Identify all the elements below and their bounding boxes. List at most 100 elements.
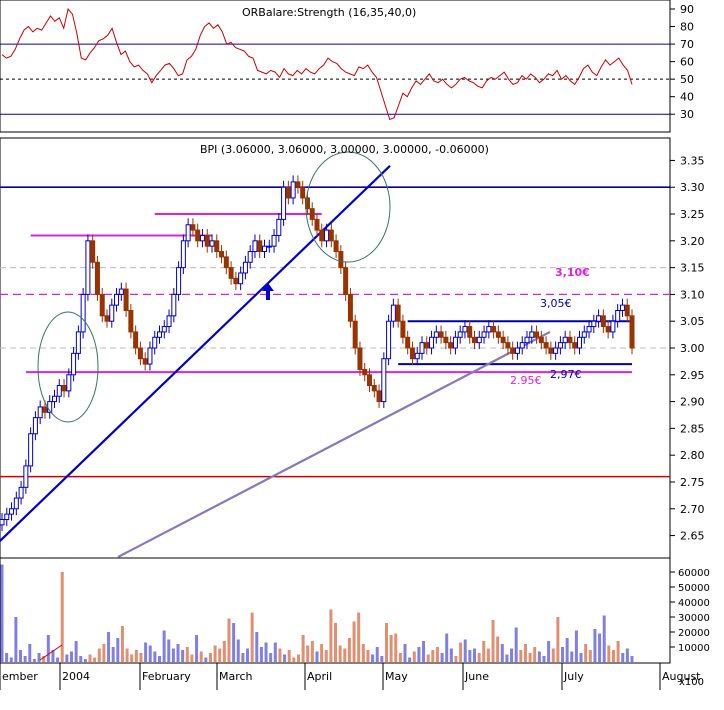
candle xyxy=(281,186,287,220)
month-label: March xyxy=(219,670,253,683)
candle xyxy=(324,229,330,242)
volume-bar xyxy=(347,638,351,662)
volume-bar xyxy=(334,623,338,662)
candle xyxy=(71,352,77,376)
price-tick-label: 2.90 xyxy=(680,396,705,409)
volume-bar xyxy=(46,635,50,662)
volume-bar xyxy=(148,645,152,662)
price-title: BPI (3.06000, 3.06000, 3.00000, 3.00000,… xyxy=(200,143,489,156)
candle xyxy=(52,395,57,403)
volume-bar xyxy=(570,651,574,662)
candle xyxy=(438,331,444,338)
candle xyxy=(233,277,239,285)
price-tick-label: 2.80 xyxy=(680,449,705,462)
volume-bar xyxy=(93,657,97,662)
candle xyxy=(18,486,24,499)
vol-tick-label: 10000 xyxy=(678,643,710,654)
candle xyxy=(452,336,458,349)
volume-bar xyxy=(218,648,222,662)
candle xyxy=(495,331,501,338)
volume-bar xyxy=(232,623,236,662)
volume-bar xyxy=(9,657,13,662)
vol-tick-label: 20000 xyxy=(678,628,710,639)
candle xyxy=(548,347,554,354)
candle xyxy=(304,197,310,210)
candle xyxy=(519,342,525,349)
vol-tick-label: 30000 xyxy=(678,613,710,624)
volume-bar xyxy=(329,609,333,662)
candle xyxy=(553,347,559,354)
volume-bar xyxy=(306,645,310,662)
volume-bar xyxy=(144,642,148,662)
volume-bar xyxy=(371,654,375,662)
volume-bar xyxy=(533,647,537,662)
candle xyxy=(567,336,573,344)
volume-bar xyxy=(380,656,384,662)
candle xyxy=(214,240,220,253)
secondary-trend-line xyxy=(117,330,551,558)
axis-layer: 30 40 50 60 70 80 90 2.65 2.70 2.75 2.80 2.85 2.90 2.… xyxy=(0,3,710,690)
candle xyxy=(352,320,358,349)
volume-bar xyxy=(204,657,208,662)
volume-bar xyxy=(343,648,347,662)
volume-scale-label: x100 xyxy=(679,677,704,688)
volume-bar xyxy=(269,653,273,662)
volume-bar xyxy=(357,612,361,662)
volume-bar xyxy=(625,648,629,662)
candle xyxy=(591,320,597,328)
price-layer xyxy=(0,151,670,558)
candle xyxy=(386,320,392,360)
volume-bar xyxy=(556,617,560,662)
volume-bar xyxy=(97,648,101,662)
candle xyxy=(362,368,368,376)
volume-bar xyxy=(190,654,194,662)
volume-bar xyxy=(561,647,565,662)
volume-trend-mark xyxy=(39,644,63,661)
candle xyxy=(409,347,415,360)
candle xyxy=(85,240,91,295)
volume-bar xyxy=(273,642,277,662)
volume-bar xyxy=(510,648,514,662)
volume-bar xyxy=(528,653,532,662)
volume-bar xyxy=(542,656,546,662)
price-tick-label: 2.75 xyxy=(680,476,705,489)
volume-bar xyxy=(384,623,388,662)
month-label: April xyxy=(307,670,332,683)
volume-bar xyxy=(60,572,64,662)
candle xyxy=(405,336,411,349)
price-tick-label: 3.00 xyxy=(680,342,705,355)
volume-bar xyxy=(227,618,231,662)
candle xyxy=(276,218,282,236)
price-tick-label: 2.65 xyxy=(680,530,705,543)
month-label: June xyxy=(464,670,489,683)
candle xyxy=(223,256,229,269)
price-tick-label: 2.85 xyxy=(680,422,705,435)
candle xyxy=(371,385,377,392)
volume-bar xyxy=(486,648,490,662)
candle xyxy=(209,240,215,247)
volume-bar xyxy=(519,650,523,662)
candle xyxy=(137,347,143,360)
volume-bar xyxy=(56,657,60,662)
volume-bar xyxy=(185,647,189,662)
volume-bar xyxy=(88,654,92,662)
candle xyxy=(204,234,210,247)
uptrend-line xyxy=(0,165,391,542)
volume-bar xyxy=(574,630,578,662)
candle xyxy=(0,518,5,526)
candle xyxy=(619,304,625,311)
candle xyxy=(61,385,67,392)
candle xyxy=(75,331,81,354)
volume-bar xyxy=(394,633,398,662)
candle xyxy=(328,229,334,242)
volume-bar xyxy=(250,612,254,662)
volume-bar xyxy=(463,639,467,662)
candle xyxy=(32,417,38,435)
volume-bar xyxy=(579,653,583,662)
candle xyxy=(13,497,19,510)
volume-bar xyxy=(422,641,426,662)
volume-bar xyxy=(83,659,87,662)
volume-bar xyxy=(408,657,412,662)
candle xyxy=(152,336,158,349)
volume-bar xyxy=(505,654,509,662)
